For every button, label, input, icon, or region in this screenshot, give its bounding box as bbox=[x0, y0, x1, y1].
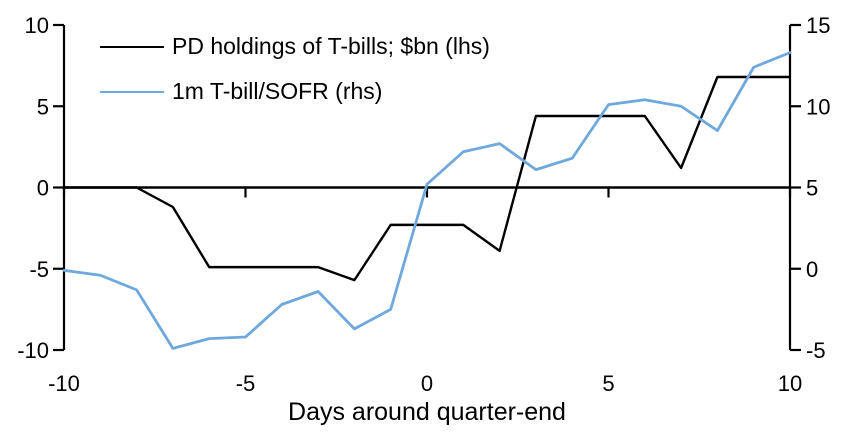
y-axis-left-labels: 10 5 0 -5 -10 bbox=[17, 13, 49, 363]
x-tick-label: 10 bbox=[778, 371, 802, 396]
tick-marks bbox=[53, 23, 801, 352]
y-left-tick-label: 5 bbox=[37, 94, 49, 119]
legend-item-sofr: 1m T-bill/SOFR (rhs) bbox=[100, 69, 490, 114]
y-right-tick-label: 5 bbox=[806, 176, 818, 201]
x-axis-title: Days around quarter-end bbox=[288, 398, 566, 426]
y-right-tick-label: 0 bbox=[806, 257, 818, 282]
y-axis-right-labels: 15 10 5 0 -5 bbox=[806, 13, 830, 363]
y-right-tick-label: -5 bbox=[806, 338, 826, 363]
legend-label-pd-holdings: PD holdings of T-bills; $bn (lhs) bbox=[172, 33, 490, 59]
sofr-line bbox=[62, 51, 792, 350]
y-left-tick-label: -10 bbox=[17, 338, 49, 363]
sofr-line-sample bbox=[100, 90, 164, 93]
y-right-tick-label: 15 bbox=[806, 13, 830, 38]
x-tick-label: 0 bbox=[421, 371, 433, 396]
x-tick-label: 5 bbox=[602, 371, 614, 396]
pd-holdings-line-sample bbox=[100, 45, 164, 48]
legend: PD holdings of T-bills; $bn (lhs) 1m T-b… bbox=[100, 24, 490, 114]
x-tick-label: -10 bbox=[48, 371, 80, 396]
data-series bbox=[62, 51, 792, 350]
pd-holdings-line bbox=[62, 75, 792, 282]
legend-label-sofr: 1m T-bill/SOFR (rhs) bbox=[172, 78, 383, 104]
y-left-tick-label: 0 bbox=[37, 176, 49, 201]
x-tick-label: -5 bbox=[236, 371, 256, 396]
y-right-tick-label: 10 bbox=[806, 94, 830, 119]
x-axis-tick-labels: -10 -5 0 5 10 bbox=[48, 371, 802, 396]
y-left-tick-label: 10 bbox=[25, 13, 49, 38]
legend-item-pd-holdings: PD holdings of T-bills; $bn (lhs) bbox=[100, 24, 490, 69]
y-left-tick-label: -5 bbox=[29, 257, 49, 282]
